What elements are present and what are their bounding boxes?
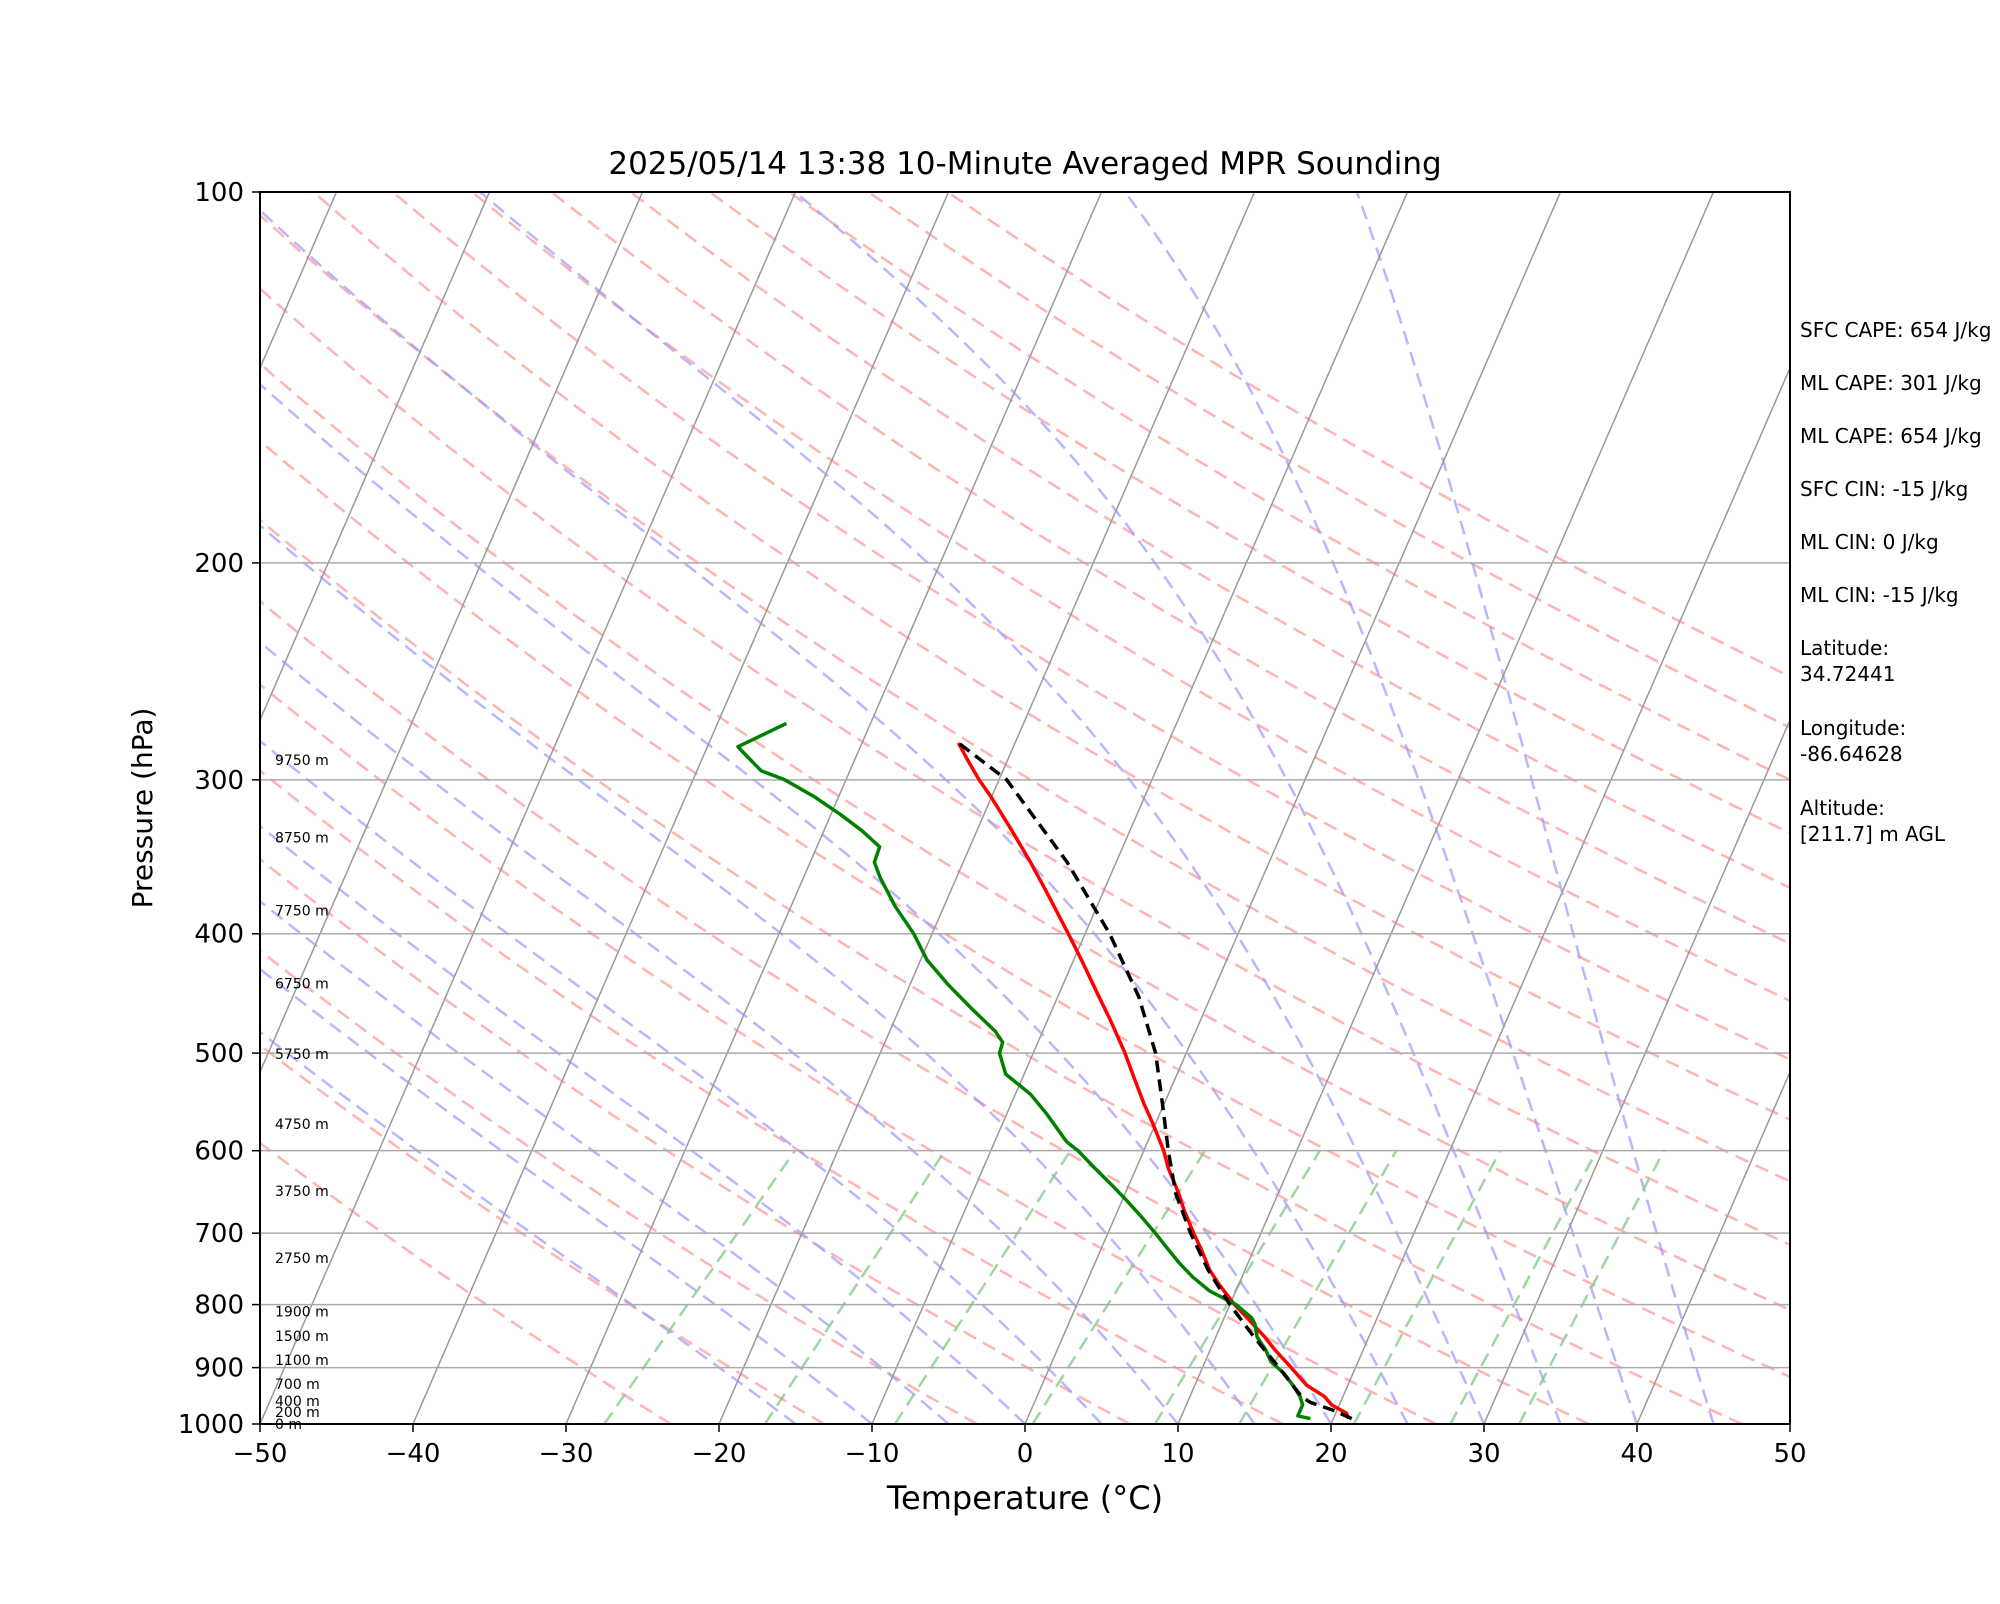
height-label: 4750 m: [275, 1117, 329, 1133]
moist-adiabat-line: [0, 192, 1255, 1424]
isotherm-line: [872, 192, 1408, 1424]
x-tick-label: −40: [386, 1439, 441, 1469]
isotherm-line: [0, 192, 31, 1424]
latitude-text: 34.72441: [1800, 662, 1895, 686]
moist-adiabat-line: [1125, 192, 1637, 1424]
background-lines: [0, 192, 2000, 1424]
ml-cape-1-text: ML CAPE: 301 J/kg: [1800, 371, 1982, 395]
height-label: 700 m: [275, 1377, 320, 1393]
y-tick-label: 900: [194, 1354, 244, 1384]
x-tick-label: 0: [1017, 1439, 1034, 1469]
height-label: 400 m: [275, 1394, 320, 1410]
dry-adiabat-line: [234, 192, 2000, 1424]
ml-cin-2-text: ML CIN: -15 J/kg: [1800, 583, 1959, 607]
mixing-ratio-line: [1239, 1151, 1396, 1424]
x-tick-label: 10: [1161, 1439, 1194, 1469]
y-tick-label: 700: [194, 1219, 244, 1249]
mixing-ratio-line: [895, 1151, 1070, 1424]
latitude-text: Latitude:: [1800, 636, 1889, 660]
ml-cape-2-text: ML CAPE: 654 J/kg: [1800, 424, 1982, 448]
isotherm-line: [107, 192, 643, 1424]
y-tick-label: 400: [194, 920, 244, 950]
isotherm-line: [1178, 192, 1714, 1424]
moist-adiabat-line: [0, 192, 1101, 1424]
x-tick-label: 50: [1773, 1439, 1806, 1469]
height-label: 8750 m: [275, 830, 329, 846]
longitude-text: Longitude:: [1800, 716, 1906, 740]
x-tick-label: −20: [692, 1439, 747, 1469]
y-tick-label: 300: [194, 766, 244, 796]
dry-adiabat-line: [0, 192, 824, 1424]
sfc-cape-text: SFC CAPE: 654 J/kg: [1800, 318, 1991, 342]
mixing-ratio-line: [1450, 1151, 1596, 1424]
isotherm-line: [413, 192, 949, 1424]
height-label: 1900 m: [275, 1304, 329, 1320]
height-label: 7750 m: [275, 904, 329, 920]
y-tick-label: 100: [194, 178, 244, 208]
mixing-ratio-line: [604, 1151, 795, 1424]
moist-adiabat-line: [1357, 192, 1714, 1424]
dry-adiabat-line: [551, 192, 2000, 1424]
moist-adiabat-line: [0, 192, 796, 1424]
sfc-cin-text: SFC CIN: -15 J/kg: [1800, 477, 1968, 501]
y-tick-label: 600: [194, 1137, 244, 1167]
height-label: 3750 m: [275, 1184, 329, 1200]
height-label: 1100 m: [275, 1353, 329, 1369]
plot-frame: [260, 192, 1790, 1424]
height-label: 1500 m: [275, 1329, 329, 1345]
profile-lines: [738, 723, 1352, 1418]
mixing-ratio-line: [765, 1151, 945, 1424]
x-tick-label: −10: [845, 1439, 900, 1469]
x-tick-label: 30: [1467, 1439, 1500, 1469]
y-tick-label: 500: [194, 1039, 244, 1069]
moist-adiabat-line: [0, 192, 1178, 1424]
height-label: 5750 m: [275, 1047, 329, 1063]
x-axis-label: Temperature (°C): [886, 1479, 1163, 1517]
height-label: 9750 m: [275, 753, 329, 769]
dry-adiabat-line: [76, 192, 2000, 1424]
altitude-text: [211.7] m AGL: [1800, 822, 1946, 846]
moist-adiabat-line: [480, 192, 1484, 1424]
dry-adiabat-line: [0, 192, 671, 1424]
isotherm-line: [719, 192, 1255, 1424]
parcel-profile-line: [958, 743, 1351, 1419]
altitude-text: Altitude:: [1800, 796, 1885, 820]
dry-adiabat-line: [0, 192, 1283, 1424]
sounding-annotations: SFC CAPE: 654 J/kg ML CAPE: 301 J/kg ML CA…: [1800, 318, 1991, 846]
height-label: 2750 m: [275, 1251, 329, 1267]
height-label: 6750 m: [275, 977, 329, 993]
isotherm-line: [1331, 192, 1867, 1424]
longitude-text: -86.64628: [1800, 742, 1903, 766]
x-tick-label: 20: [1314, 1439, 1347, 1469]
dry-adiabat-line: [631, 192, 2000, 1424]
x-tick-label: 40: [1620, 1439, 1653, 1469]
y-tick-label: 200: [194, 549, 244, 579]
dry-adiabat-line: [0, 192, 1130, 1424]
chart-title: 2025/05/14 13:38 10-Minute Averaged MPR …: [608, 146, 1441, 182]
isotherm-line: [0, 192, 337, 1424]
isotherm-line: [1025, 192, 1561, 1424]
x-tick-label: −30: [539, 1439, 594, 1469]
x-tick-label: −50: [233, 1439, 288, 1469]
dry-adiabat-line: [314, 192, 2000, 1424]
y-tick-label: 1000: [178, 1410, 244, 1440]
y-axis-label: Pressure (hPa): [126, 708, 159, 909]
mixing-ratio-line: [1354, 1151, 1500, 1424]
ml-cin-1-text: ML CIN: 0 J/kg: [1800, 530, 1939, 554]
temperature-profile-line: [958, 743, 1348, 1419]
y-tick-label: 800: [194, 1291, 244, 1321]
